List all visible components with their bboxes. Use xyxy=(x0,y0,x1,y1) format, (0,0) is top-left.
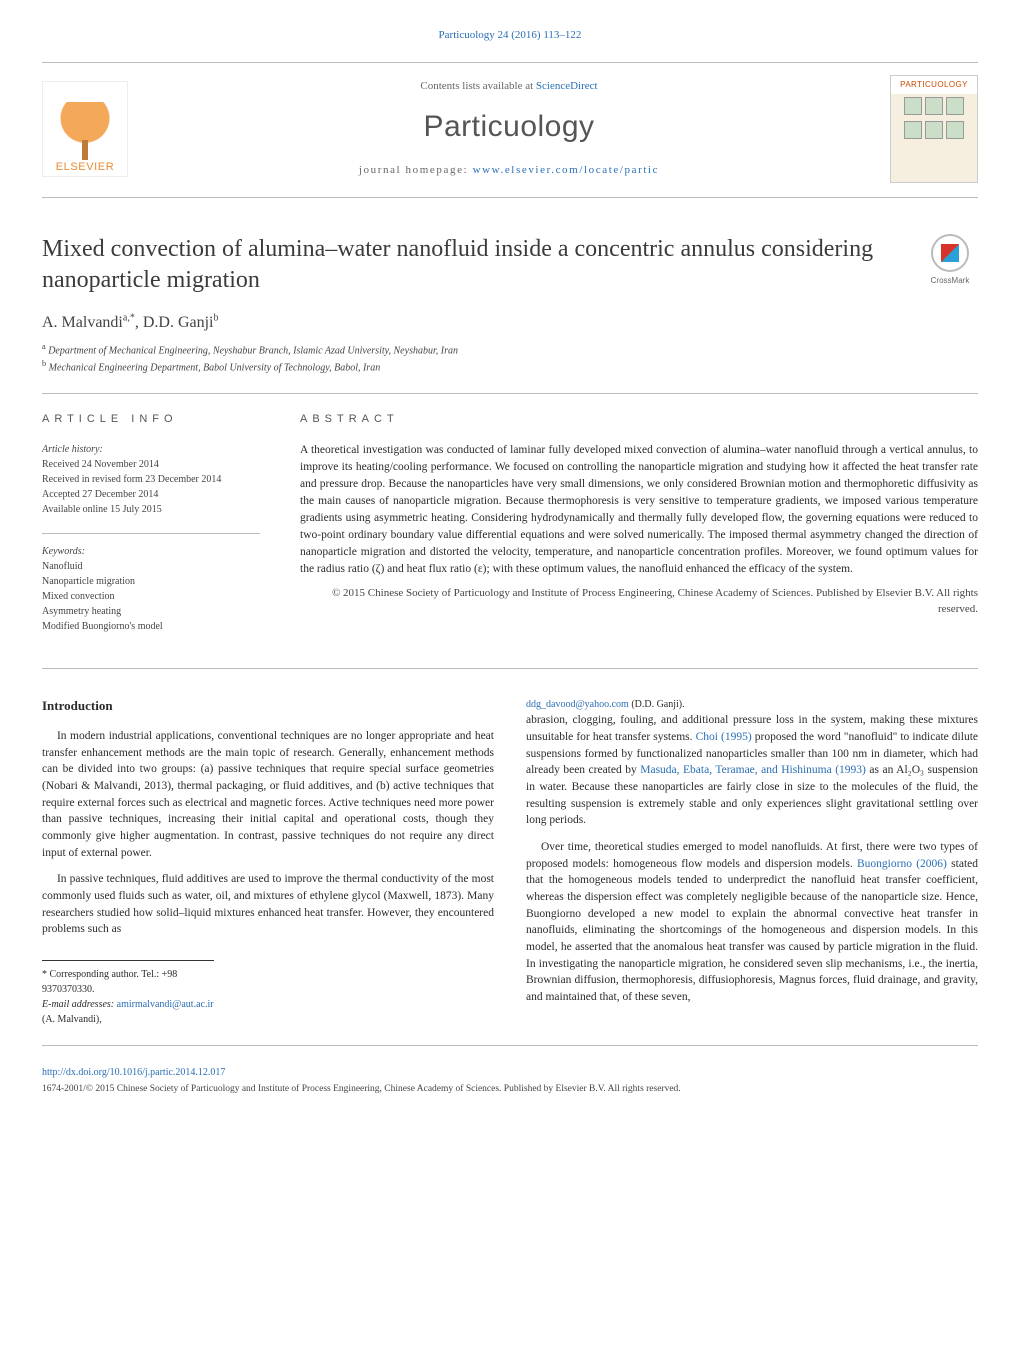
masthead: ELSEVIER Contents lists available at Sci… xyxy=(42,62,978,198)
author-email-link[interactable]: amirmalvandi@aut.ac.ir xyxy=(117,999,214,1010)
abstract-heading: ABSTRACT xyxy=(300,412,978,428)
abstract-text: A theoretical investigation was conducte… xyxy=(300,442,978,578)
article-title: Mixed convection of alumina–water nanofl… xyxy=(42,234,902,295)
abstract-copyright: © 2015 Chinese Society of Particuology a… xyxy=(300,586,978,617)
divider xyxy=(42,393,978,394)
sciencedirect-link[interactable]: ScienceDirect xyxy=(536,80,598,92)
journal-homepage: journal homepage: www.elsevier.com/locat… xyxy=(128,163,890,179)
journal-cover-thumb: PARTICUOLOGY xyxy=(890,75,978,183)
contents-lists: Contents lists available at ScienceDirec… xyxy=(128,79,890,95)
journal-homepage-link[interactable]: www.elsevier.com/locate/partic xyxy=(473,164,660,176)
body-para: In modern industrial applications, conve… xyxy=(42,728,494,861)
article-info-heading: ARTICLE INFO xyxy=(42,412,260,428)
divider xyxy=(42,668,978,669)
citation-link[interactable]: Masuda, Ebata, Teramae, and Hishinuma (1… xyxy=(640,764,866,776)
elsevier-wordmark: ELSEVIER xyxy=(56,160,115,176)
article-history: Article history: Received 24 November 20… xyxy=(42,442,260,517)
doi-link[interactable]: http://dx.doi.org/10.1016/j.partic.2014.… xyxy=(42,1066,978,1081)
elsevier-logo: ELSEVIER xyxy=(42,81,128,177)
issn-copyright: 1674-2001/© 2015 Chinese Society of Part… xyxy=(42,1083,978,1097)
divider xyxy=(42,533,260,534)
body-two-column: Introduction In modern industrial applic… xyxy=(42,697,978,1027)
keyword-item: Asymmetry heating xyxy=(42,604,260,619)
keywords-block: Keywords: NanofluidNanoparticle migratio… xyxy=(42,544,260,634)
divider xyxy=(42,1045,978,1046)
keyword-item: Nanoparticle migration xyxy=(42,574,260,589)
body-para: abrasion, clogging, fouling, and additio… xyxy=(526,712,978,829)
author-email-link[interactable]: ddg_davood@yahoo.com xyxy=(526,699,629,710)
crossmark-icon xyxy=(941,244,959,262)
citation-link[interactable]: Buongiorno (2006) xyxy=(857,858,947,870)
top-citation[interactable]: Particuology 24 (2016) 113–122 xyxy=(42,28,978,44)
crossmark-badge[interactable]: CrossMark xyxy=(922,234,978,287)
author-list: A. Malvandia,*, D.D. Ganjib xyxy=(42,311,978,334)
body-para: Over time, theoretical studies emerged t… xyxy=(526,839,978,1006)
keyword-item: Mixed convection xyxy=(42,589,260,604)
citation-link[interactable]: Choi (1995) xyxy=(696,731,752,743)
section-heading-introduction: Introduction xyxy=(42,697,494,716)
body-para: In passive techniques, fluid additives a… xyxy=(42,871,494,938)
keyword-item: Nanofluid xyxy=(42,559,260,574)
elsevier-tree-icon xyxy=(60,102,110,160)
journal-name: Particuology xyxy=(128,105,890,149)
affiliations: a Department of Mechanical Engineering, … xyxy=(42,341,978,376)
keyword-item: Modified Buongiorno's model xyxy=(42,619,260,634)
